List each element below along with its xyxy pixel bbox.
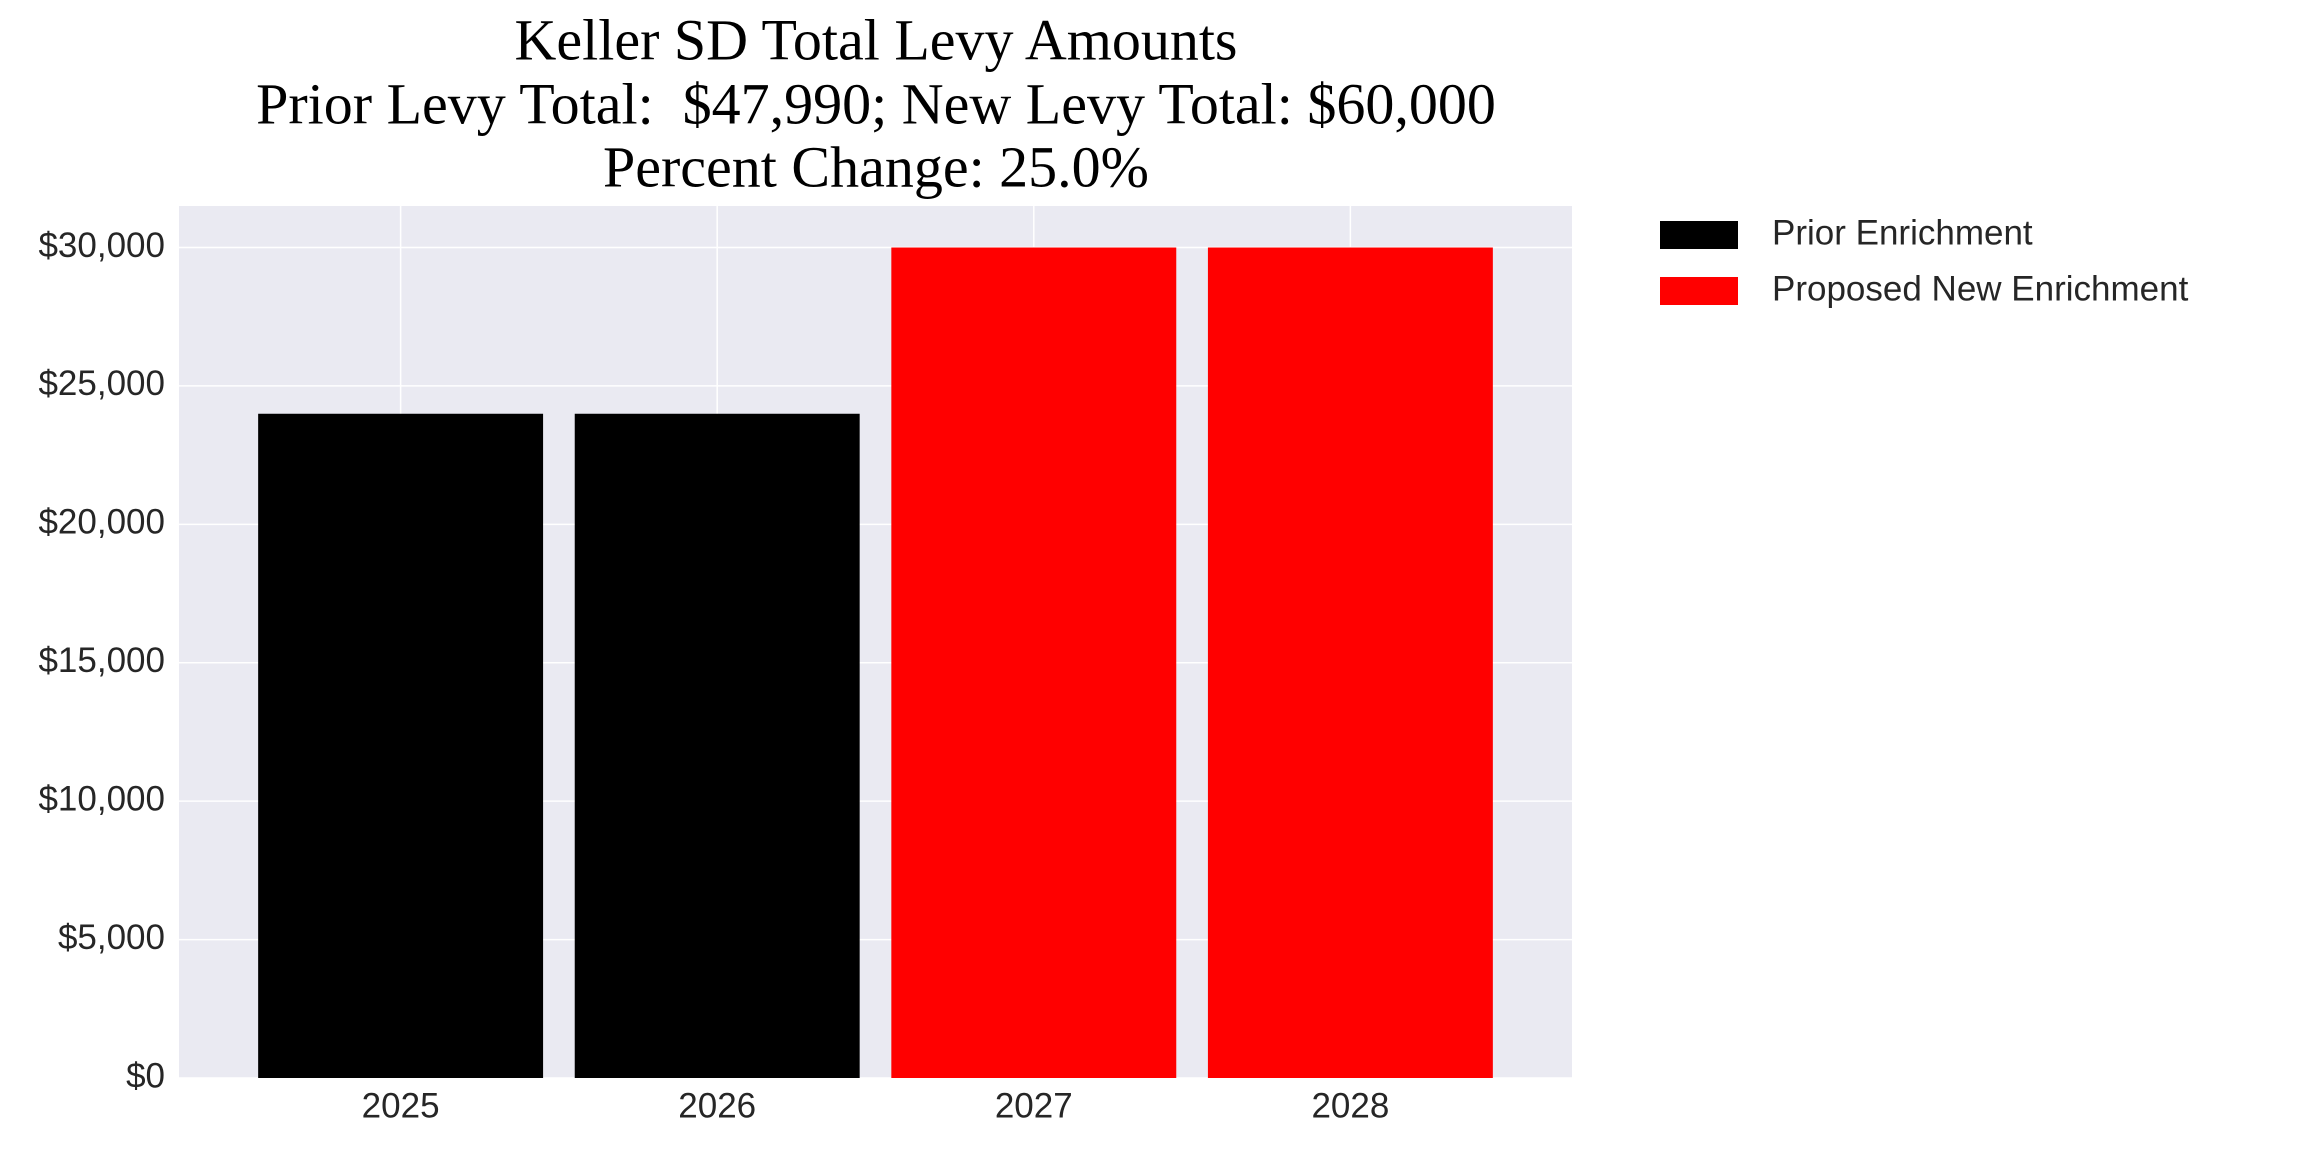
chart-subtitle: Percent Change: 25.0%	[603, 134, 1149, 199]
x-tick-label: 2025	[362, 1086, 440, 1125]
y-tick-label: $20,000	[38, 503, 165, 542]
y-tick-label: $25,000	[38, 364, 165, 403]
bar	[891, 247, 1177, 1078]
chart-subtitle: Prior Levy Total: $47,990; New Levy Tota…	[256, 71, 1496, 136]
y-tick-label: $10,000	[38, 779, 165, 818]
y-tick-label: $15,000	[38, 641, 165, 680]
x-tick-label: 2026	[678, 1086, 756, 1125]
legend-swatch	[1660, 277, 1738, 305]
y-tick-label: $0	[126, 1056, 165, 1095]
chart-title: Keller SD Total Levy Amounts	[514, 7, 1237, 72]
y-tick-label: $5,000	[58, 918, 165, 957]
legend-label: Prior Enrichment	[1772, 213, 2033, 252]
bar	[574, 413, 860, 1078]
x-tick-label: 2028	[1311, 1086, 1389, 1125]
legend-label: Proposed New Enrichment	[1772, 269, 2189, 308]
legend-swatch	[1660, 221, 1738, 249]
y-tick-label: $30,000	[38, 226, 165, 265]
x-tick-label: 2027	[995, 1086, 1073, 1125]
bar	[1207, 247, 1493, 1078]
bar	[258, 413, 544, 1078]
